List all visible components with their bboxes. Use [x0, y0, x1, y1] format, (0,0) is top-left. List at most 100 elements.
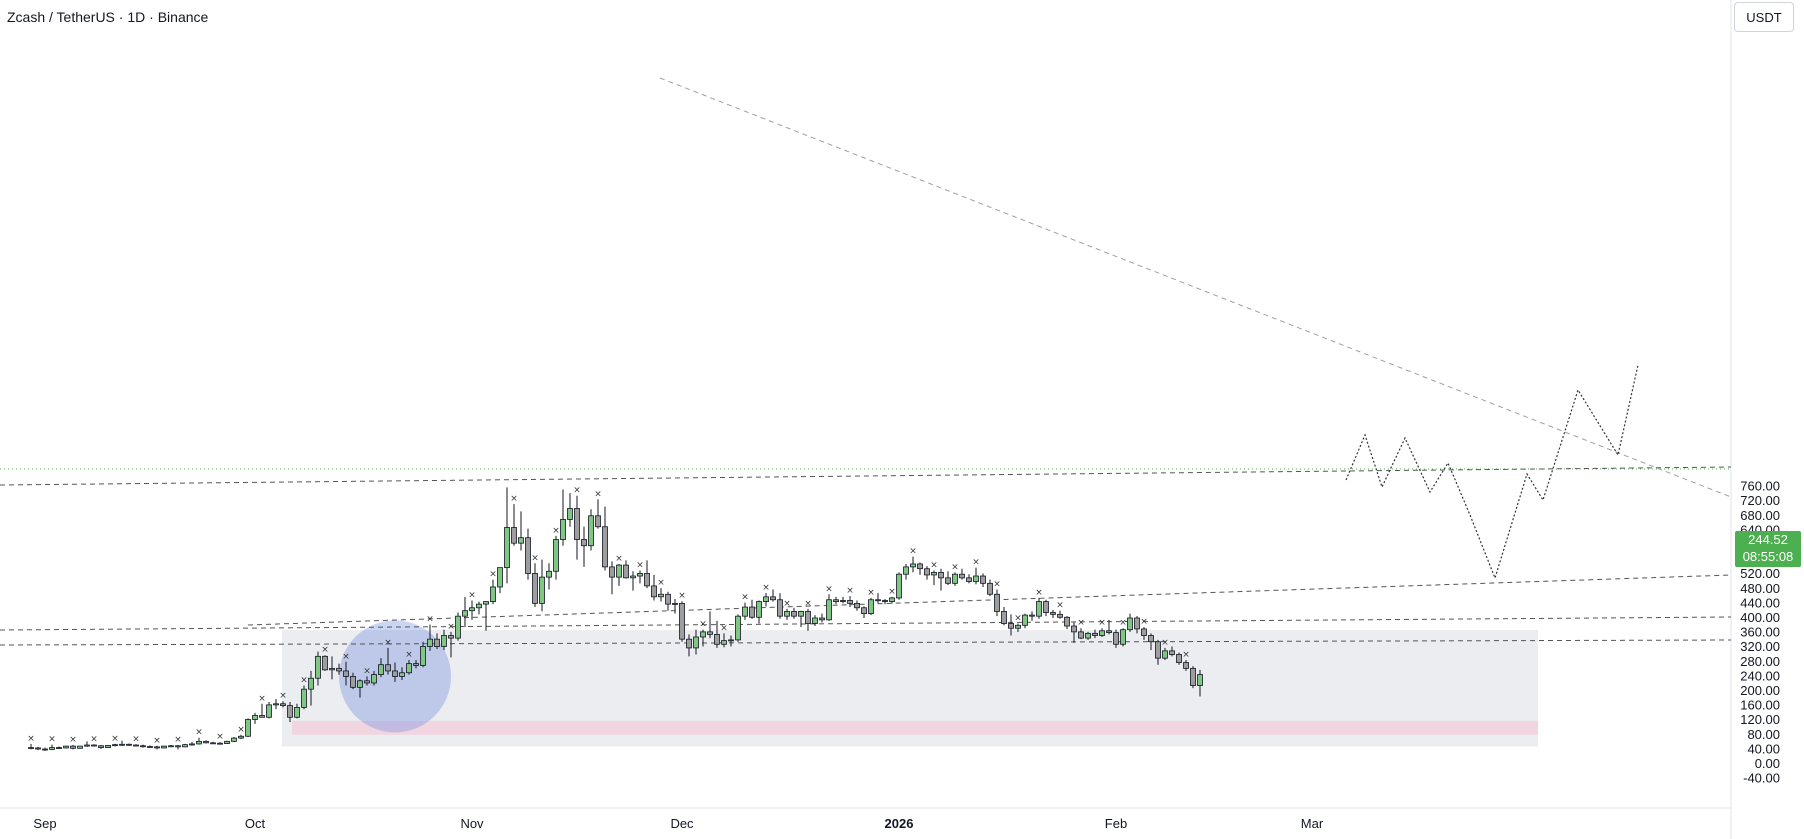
candle-body: [798, 611, 804, 617]
candle-body: [308, 677, 314, 690]
high-marker: ×: [951, 562, 959, 572]
candle-body: [679, 603, 685, 640]
price-tick-label: 520.00: [1740, 566, 1780, 581]
candle-body: [1008, 623, 1014, 629]
candle-body: [462, 610, 468, 617]
price-tick-label: 320.00: [1740, 639, 1780, 654]
candle-body: [1043, 601, 1049, 613]
candle-body: [455, 615, 461, 639]
candle-body: [840, 600, 846, 602]
candle-body: [588, 515, 594, 547]
candle-body: [595, 515, 601, 528]
candle-body: [91, 744, 97, 747]
candle-body: [630, 575, 636, 579]
candle-body: [294, 707, 300, 718]
candle-body: [735, 615, 741, 641]
high-marker: ×: [174, 735, 182, 745]
price-tick-label: 720.00: [1740, 493, 1780, 508]
candle-body: [553, 539, 559, 572]
candle-body: [959, 573, 965, 579]
candle-body: [777, 599, 783, 617]
high-marker: ×: [657, 578, 665, 588]
title-separator-1: ·: [114, 9, 128, 25]
high-marker: ×: [594, 489, 602, 499]
candle-body: [511, 527, 517, 544]
candle-body: [434, 638, 440, 647]
candle-body: [693, 636, 699, 649]
candle-body: [245, 719, 251, 737]
candle-body: [161, 745, 167, 749]
candle-body: [427, 638, 433, 647]
price-tick-label: 360.00: [1740, 625, 1780, 640]
candle-body: [924, 568, 930, 576]
candle-body: [385, 664, 391, 672]
candle-body: [833, 599, 839, 602]
candle-body: [749, 606, 755, 618]
high-marker: ×: [846, 586, 854, 596]
candle-body: [546, 570, 552, 578]
candle-body: [574, 508, 580, 540]
high-marker: ×: [804, 599, 812, 609]
candle-body: [483, 601, 489, 605]
candle-body: [133, 744, 139, 747]
candle-body: [1015, 624, 1021, 629]
candle-body: [756, 601, 762, 618]
high-marker: ×: [867, 588, 875, 598]
candle-body: [168, 745, 174, 748]
candle-body: [1183, 662, 1189, 669]
symbol-title[interactable]: Zcash / TetherUS · 1D · Binance: [7, 9, 208, 25]
price-tick-label: 40.00: [1747, 741, 1780, 756]
candle-body: [1169, 650, 1175, 655]
time-axis[interactable]: Sep Oct Nov Dec 2026 Feb Mar: [33, 816, 1323, 831]
high-marker: ×: [321, 645, 329, 655]
price-tick-label: 400.00: [1740, 610, 1780, 625]
high-marker: ×: [426, 615, 434, 625]
candle-body: [182, 744, 188, 748]
high-marker: ×: [195, 728, 203, 738]
candle-body: [721, 640, 727, 645]
price-tick-label: 240.00: [1740, 668, 1780, 683]
candle-body: [224, 740, 230, 744]
candle-body: [497, 567, 503, 588]
candle-body: [98, 745, 104, 748]
candle-body: [714, 634, 720, 645]
currency-unit-button[interactable]: USDT: [1734, 2, 1794, 32]
candle-body: [686, 638, 692, 649]
high-marker: ×: [279, 691, 287, 701]
time-tick-label: Sep: [33, 816, 56, 831]
high-marker: ×: [783, 599, 791, 609]
last-price-value: 244.52: [1748, 532, 1788, 547]
candle-body: [812, 617, 818, 624]
candle-body: [196, 740, 202, 745]
high-marker: ×: [153, 736, 161, 746]
price-tick-label: 480.00: [1740, 581, 1780, 596]
high-marker: ×: [741, 593, 749, 603]
candle-body: [616, 564, 622, 578]
candle-body: [700, 631, 706, 638]
candle-body: [560, 519, 566, 540]
candle-body: [406, 663, 412, 674]
high-marker: ×: [237, 725, 245, 735]
time-tick-label: Nov: [460, 816, 484, 831]
descending-trendline: [659, 77, 1732, 498]
price-axis[interactable]: -40.000.0040.0080.00120.00160.00200.0024…: [1740, 479, 1780, 786]
high-marker: ×: [678, 591, 686, 601]
high-marker: ×: [69, 735, 77, 745]
candle-body: [1085, 632, 1091, 639]
candle-body: [63, 745, 69, 749]
high-marker: ×: [552, 526, 560, 536]
high-marker: ×: [615, 554, 623, 564]
candle-body: [336, 667, 342, 672]
high-marker: ×: [48, 735, 56, 745]
candle-body: [847, 600, 853, 604]
high-marker: ×: [468, 590, 476, 600]
candle-body: [707, 631, 713, 635]
candle-body: [581, 539, 587, 547]
price-tick-label: 120.00: [1740, 712, 1780, 727]
candle-body: [602, 526, 608, 568]
rising-trendline-2: [0, 616, 1732, 631]
candle-body: [903, 566, 909, 575]
candle-body: [952, 573, 958, 584]
candle-body: [1148, 635, 1154, 643]
